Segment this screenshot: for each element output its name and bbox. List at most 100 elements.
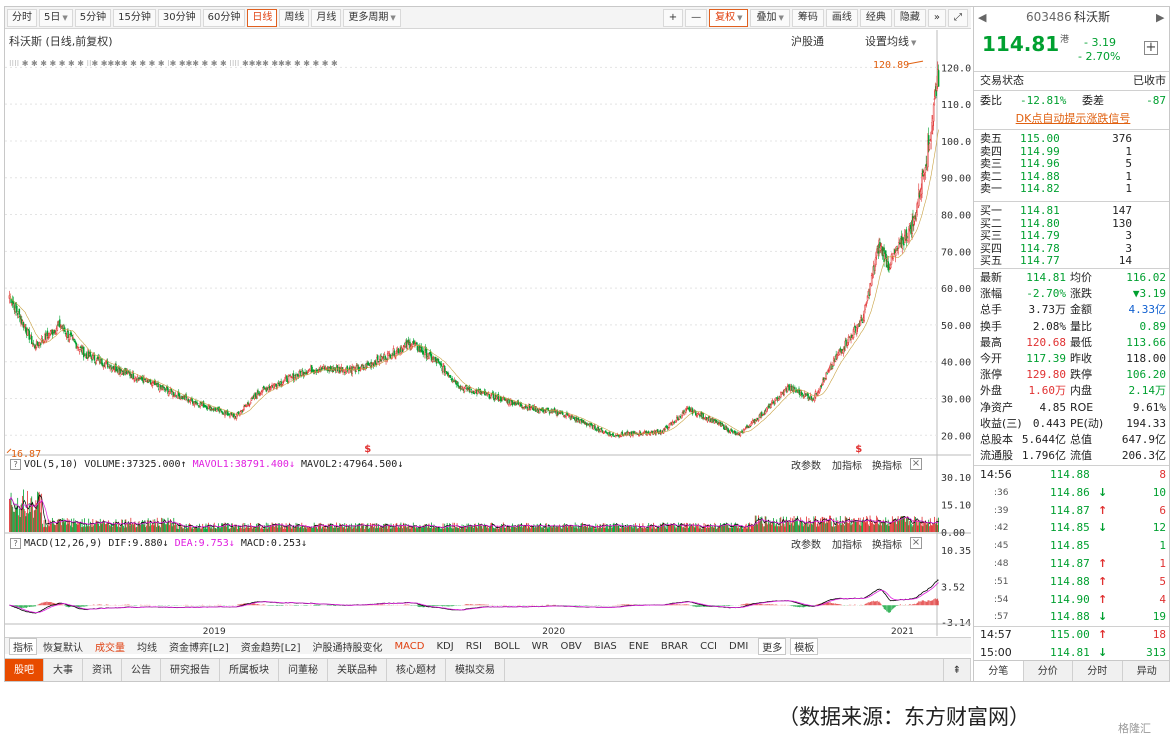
tool-3[interactable]: 叠加 ▼ — [750, 8, 790, 27]
indicator-tab-8[interactable]: KDJ — [436, 640, 454, 652]
chart-area[interactable]: 120.00110.00100.0090.0080.0070.0060.0050… — [5, 30, 971, 636]
tool-2[interactable]: 复权 ▼ — [709, 8, 749, 27]
candle-body — [493, 398, 495, 400]
vol-switch-indicator[interactable]: 换指标 — [872, 460, 902, 472]
candle-body — [251, 397, 253, 400]
macd-add-indicator[interactable]: 加指标 — [832, 539, 862, 551]
indicator-tab-14[interactable]: ENE — [628, 640, 649, 652]
help-icon[interactable]: ? — [10, 537, 21, 549]
indicator-tab-1[interactable]: 恢复默认 — [43, 642, 83, 654]
indicator-tab-3[interactable]: 均线 — [137, 642, 157, 654]
set-ma-button[interactable]: 设置均线 ▼ — [865, 33, 916, 49]
volume-bar — [909, 520, 911, 532]
macd-switch-indicator[interactable]: 换指标 — [872, 539, 902, 551]
bottom-tab-0[interactable]: 股吧 — [5, 659, 44, 681]
chevron-right-icon[interactable]: ▶ — [1156, 11, 1165, 24]
bottom-tab-5[interactable]: 所属板块 — [220, 659, 279, 681]
tool-7[interactable]: 隐藏 — [893, 8, 926, 27]
candle-body — [151, 382, 154, 386]
bottom-tab-3[interactable]: 公告 — [122, 659, 161, 681]
candle-body — [287, 376, 290, 382]
volume-bar — [714, 522, 716, 532]
bottom-tab-4[interactable]: 研究报告 — [161, 659, 220, 681]
volume-bar — [152, 519, 154, 532]
dk-signal-link[interactable]: DK点自动提示涨跌信号 — [1015, 112, 1131, 125]
more-arrows-icon[interactable]: » — [927, 8, 946, 27]
indicator-tab-0[interactable]: 指标 — [9, 637, 37, 655]
indicator-tab-15[interactable]: BRAR — [660, 640, 689, 652]
indicator-tab-7[interactable]: MACD — [394, 640, 425, 652]
tool-5[interactable]: 画线 — [825, 8, 858, 27]
indicator-tab-4[interactable]: 资金博弈[L2] — [169, 642, 229, 654]
last-price: 114.81 — [982, 32, 1060, 56]
indicator-tab-16[interactable]: CCI — [700, 640, 718, 652]
right-tab-0[interactable]: 分笔 — [974, 661, 1024, 681]
bottom-tab-1[interactable]: 大事 — [44, 659, 83, 681]
volume-bar — [386, 524, 388, 532]
hgt-toggle[interactable]: 沪股通 — [791, 35, 824, 48]
indicator-tab-2[interactable]: 成交量 — [95, 642, 125, 654]
indicator-tab-17[interactable]: DMI — [729, 640, 749, 652]
volume-bar — [122, 525, 124, 532]
volume-bar — [827, 520, 829, 532]
candle-body — [258, 392, 261, 394]
period-3[interactable]: 15分钟 — [113, 8, 156, 27]
indicator-tab-18[interactable]: 更多 — [758, 637, 787, 655]
close-icon[interactable]: × — [910, 458, 922, 470]
tool-1[interactable]: — — [685, 8, 708, 27]
period-5[interactable]: 60分钟 — [202, 8, 246, 27]
period-2[interactable]: 5分钟 — [74, 8, 112, 27]
indicator-tab-19[interactable]: 模板 — [790, 637, 819, 655]
period-1[interactable]: 5日 ▼ — [39, 8, 73, 27]
macd-change-params[interactable]: 改参数 — [791, 539, 821, 551]
volume-bar — [464, 527, 466, 532]
help-icon[interactable]: ? — [10, 458, 21, 470]
fullscreen-icon[interactable]: ⤢ — [948, 8, 968, 27]
volume-bar — [749, 529, 751, 532]
bottom-tab-2[interactable]: 资讯 — [83, 659, 122, 681]
period-4[interactable]: 30分钟 — [157, 8, 201, 27]
candle-body — [612, 433, 614, 436]
period-7[interactable]: 周线 — [279, 8, 310, 27]
tool-0[interactable]: + — [662, 8, 684, 27]
tool-6[interactable]: 经典 — [859, 8, 892, 27]
bottom-tab-8[interactable]: 核心题材 — [387, 659, 446, 681]
right-tab-1[interactable]: 分价 — [1024, 661, 1073, 681]
bottom-tab-6[interactable]: 问董秘 — [279, 659, 328, 681]
volume-bar — [737, 528, 739, 532]
add-watchlist-icon[interactable]: + — [1144, 40, 1158, 55]
collapse-icon[interactable]: ⇞ — [942, 659, 971, 681]
indicator-tab-11[interactable]: WR — [531, 640, 549, 652]
candle-body — [525, 405, 528, 407]
volume-bar — [529, 527, 531, 532]
volume-bar — [524, 525, 526, 532]
indicator-tab-9[interactable]: RSI — [465, 640, 482, 652]
bottom-tab-7[interactable]: 关联品种 — [328, 659, 387, 681]
close-icon[interactable]: × — [910, 537, 922, 549]
volume-bar — [462, 527, 464, 532]
indicator-tab-13[interactable]: BIAS — [593, 640, 617, 652]
right-tab-2[interactable]: 分时 — [1073, 661, 1123, 681]
volume-bar — [274, 523, 276, 532]
chevron-left-icon[interactable]: ◀ — [978, 11, 987, 24]
period-8[interactable]: 月线 — [311, 8, 342, 27]
tool-4[interactable]: 筹码 — [791, 8, 824, 27]
right-tab-3[interactable]: 异动 — [1123, 661, 1170, 681]
indicator-tab-12[interactable]: OBV — [560, 640, 582, 652]
volume-bar — [392, 527, 394, 532]
indicator-tab-5[interactable]: 资金趋势[L2] — [240, 642, 301, 654]
vol-change-params[interactable]: 改参数 — [791, 460, 821, 472]
period-0[interactable]: 分时 — [7, 8, 37, 27]
period-6[interactable]: 日线 — [247, 8, 278, 27]
tick-price: 114.88 — [1050, 610, 1090, 624]
volume-bar — [682, 527, 683, 532]
vol-add-indicator[interactable]: 加指标 — [832, 460, 862, 472]
period-9[interactable]: 更多周期 ▼ — [343, 8, 401, 27]
volume-bar — [219, 528, 221, 532]
indicator-tab-6[interactable]: 沪股通持股变化 — [312, 642, 383, 654]
indicator-tab-10[interactable]: BOLL — [493, 640, 520, 652]
bottom-tab-9[interactable]: 模拟交易 — [446, 659, 505, 681]
volume-bar — [155, 521, 157, 532]
volume-bar — [66, 524, 67, 532]
volume-bar — [877, 517, 878, 532]
